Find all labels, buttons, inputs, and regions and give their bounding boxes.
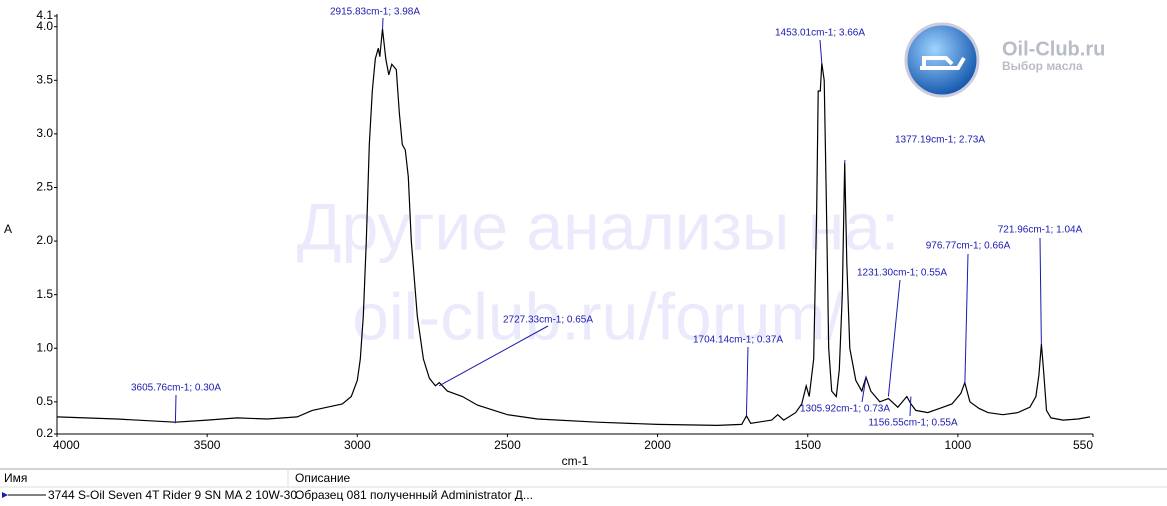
y-axis-label: A — [4, 222, 12, 236]
logo-subtitle: Выбор масла — [1002, 59, 1083, 73]
peak-label: 2915.83cm-1; 3.98A — [330, 7, 420, 18]
leader-line — [1040, 238, 1041, 344]
peak-label: 1704.14cm-1; 0.37A — [693, 335, 783, 346]
peak-label: 1453.01cm-1; 3.66A — [775, 28, 865, 39]
y-tick-label: 1.0 — [36, 340, 53, 354]
watermark: Другие анализы на: — [297, 189, 899, 263]
x-tick-label: 4000 — [53, 438, 80, 452]
leader-line — [746, 347, 748, 416]
x-tick-label: 1500 — [794, 438, 821, 452]
peak-label: 1156.55cm-1; 0.55A — [868, 418, 958, 429]
y-tick-label: 0.2 — [36, 426, 53, 440]
x-axis-label: cm-1 — [562, 454, 589, 468]
y-tick-label: 2.5 — [36, 180, 53, 194]
x-tick-label: 2500 — [494, 438, 521, 452]
logo-title: Oil-Club.ru — [1002, 38, 1105, 60]
y-tick-label: 3.0 — [36, 126, 53, 140]
y-tick-label: 1.5 — [36, 287, 53, 301]
y-tick-label: 2.0 — [36, 233, 53, 247]
x-tick-label: 2000 — [644, 438, 671, 452]
peak-label: 2727.33cm-1; 0.65A — [503, 315, 593, 326]
leader-line — [820, 40, 822, 63]
table-header: Описание — [295, 471, 351, 485]
x-tick-label: 3500 — [194, 438, 221, 452]
leader-line — [965, 254, 968, 385]
table-header: Имя — [4, 471, 27, 485]
y-tick-label: 3.5 — [36, 72, 53, 86]
peak-label: 721.96cm-1; 1.04A — [998, 225, 1083, 236]
x-tick-label: 550 — [1073, 438, 1093, 452]
peak-label: 1377.19cm-1; 2.73A — [895, 135, 985, 146]
table-cell[interactable]: Образец 081 полученный Administrator Д..… — [295, 488, 533, 501]
table-cell[interactable]: 3744 S-Oil Seven 4T Rider 9 SN MA 2 10W-… — [48, 488, 297, 501]
leader-line — [888, 280, 900, 396]
x-tick-label: 3000 — [344, 438, 371, 452]
leader-line — [910, 396, 911, 416]
peak-label: 1305.92cm-1; 0.73A — [800, 404, 890, 415]
peak-label: 1231.30cm-1; 0.55A — [857, 268, 947, 279]
peak-label: 976.77cm-1; 0.66A — [926, 241, 1011, 252]
y-tick-label: 4.0 — [36, 19, 53, 33]
y-tick-label: 0.5 — [36, 394, 53, 408]
leader-line — [175, 395, 176, 423]
x-tick-label: 1000 — [945, 438, 972, 452]
peak-label: 3605.76cm-1; 0.30A — [131, 383, 221, 394]
